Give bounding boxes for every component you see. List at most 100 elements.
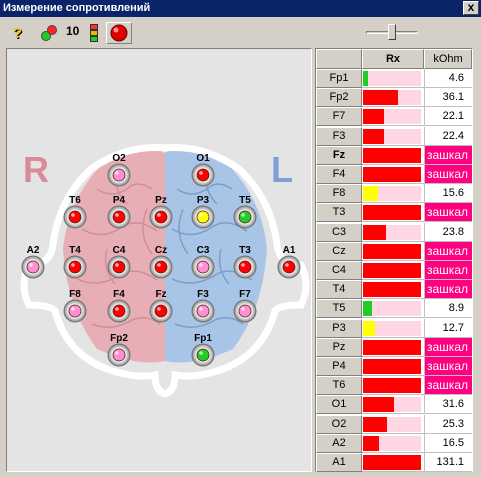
table-row[interactable]: A1 131.1 [316,453,472,472]
table-row[interactable]: F3 22.4 [316,126,472,146]
table-row[interactable]: O2 25.3 [316,414,472,434]
resistance-value: зашкал [424,145,472,165]
electrode-highlight [71,263,75,267]
help-button[interactable]: ? ? [8,22,28,44]
table-row[interactable]: T3 зашкал [316,203,472,223]
electrode-t4[interactable]: T4 [63,245,87,279]
window-titlebar: Измерение сопротивлений x [0,0,481,17]
resistance-bar [362,222,424,242]
electrode-p3[interactable]: P3 [191,195,215,229]
channel-label: O2 [316,414,362,434]
resistance-bar [362,337,424,357]
electrode-highlight [199,307,203,311]
resistance-bar [362,184,424,204]
electrode-o1[interactable]: O1 [191,153,215,187]
electrodes-button[interactable] [38,22,60,44]
electrode-indicator [238,210,252,224]
table-row[interactable]: A2 16.5 [316,433,472,453]
table-row[interactable]: C4 зашкал [316,261,472,280]
electrode-label: F3 [197,289,209,300]
table-row[interactable]: T4 зашкал [316,280,472,300]
electrode-fp1[interactable]: Fp1 [191,333,215,367]
electrode-label: T4 [69,245,81,256]
channel-label: O1 [316,395,362,415]
bar-fill [363,416,387,432]
indicator-button[interactable] [86,22,102,44]
electrode-fz[interactable]: Fz [149,289,173,323]
electrode-highlight [241,263,245,267]
record-icon [110,24,128,42]
bar-fill [363,320,375,336]
electrode-t3[interactable]: T3 [233,245,257,279]
electrode-label: C3 [197,245,210,256]
channel-label: C3 [316,222,362,242]
electrode-label: P4 [113,195,126,206]
header-rx[interactable]: Rx [362,49,424,69]
bar-fill [363,435,379,451]
electrode-f7[interactable]: F7 [233,289,257,323]
slider-thumb[interactable] [388,24,396,40]
electrode-a1[interactable]: A1 [277,245,301,279]
resistance-bar [362,165,424,184]
hemisphere-left-label: L [271,149,293,190]
table-row[interactable]: Fz зашкал [316,145,472,165]
electrode-indicator [196,348,210,362]
resistance-value: 4.6 [424,69,472,88]
electrode-indicator [68,210,82,224]
table-row[interactable]: Cz зашкал [316,241,472,261]
electrode-f3[interactable]: F3 [191,289,215,323]
resistance-bar [362,318,424,338]
electrode-o2[interactable]: O2 [107,153,131,187]
table-row[interactable]: T6 зашкал [316,376,472,396]
electrode-t5[interactable]: T5 [233,195,257,229]
electrode-cz[interactable]: Cz [149,245,173,279]
electrode-label: F7 [239,289,251,300]
electrode-highlight [29,263,33,267]
electrode-highlight [115,307,119,311]
table-row[interactable]: F4 зашкал [316,165,472,184]
electrode-fp2[interactable]: Fp2 [107,333,131,367]
header-kohm[interactable]: kOhm [424,49,472,69]
resistance-bar [362,376,424,396]
electrode-label: T6 [69,195,81,206]
electrode-label: Fp1 [194,333,212,344]
bar-fill [363,224,386,240]
electrode-p4[interactable]: P4 [107,195,131,229]
table-row[interactable]: O1 31.6 [316,395,472,415]
resistance-bar [362,203,424,223]
table-row[interactable]: P3 12.7 [316,318,472,338]
table-header: Rx kOhm [316,49,472,69]
electrode-highlight [115,351,119,355]
table-row[interactable]: Pz зашкал [316,337,472,357]
electrode-f8[interactable]: F8 [63,289,87,323]
electrode-a2[interactable]: A2 [21,245,45,279]
electrode-label: F4 [113,289,125,300]
scale-slider[interactable] [366,24,418,40]
close-button[interactable]: x [463,1,479,15]
bar-fill [363,378,421,394]
table-row[interactable]: T5 8.9 [316,299,472,319]
table-row[interactable]: F8 15.6 [316,184,472,204]
table-row[interactable]: Fp2 36.1 [316,88,472,108]
table-row[interactable]: C3 23.8 [316,222,472,242]
electrode-highlight [71,307,75,311]
electrode-pz[interactable]: Pz [149,195,173,229]
hemisphere-right-label: R [23,149,49,190]
record-button[interactable] [106,22,132,44]
bar-fill [363,128,384,144]
header-corner [316,49,362,69]
resistance-value: 25.3 [424,414,472,434]
table-row[interactable]: F7 22.1 [316,107,472,127]
electrode-f4[interactable]: F4 [107,289,131,323]
bar-fill [363,90,398,106]
channel-label: A1 [316,453,362,472]
electrode-t6[interactable]: T6 [63,195,87,229]
bar-fill [363,186,378,202]
table-row[interactable]: Fp1 4.6 [316,69,472,88]
electrode-c4[interactable]: C4 [107,245,131,279]
channel-label: T4 [316,280,362,300]
table-row[interactable]: P4 зашкал [316,357,472,376]
resistance-value: 22.1 [424,107,472,127]
channel-label: Fp2 [316,88,362,108]
electrode-c3[interactable]: C3 [191,245,215,279]
